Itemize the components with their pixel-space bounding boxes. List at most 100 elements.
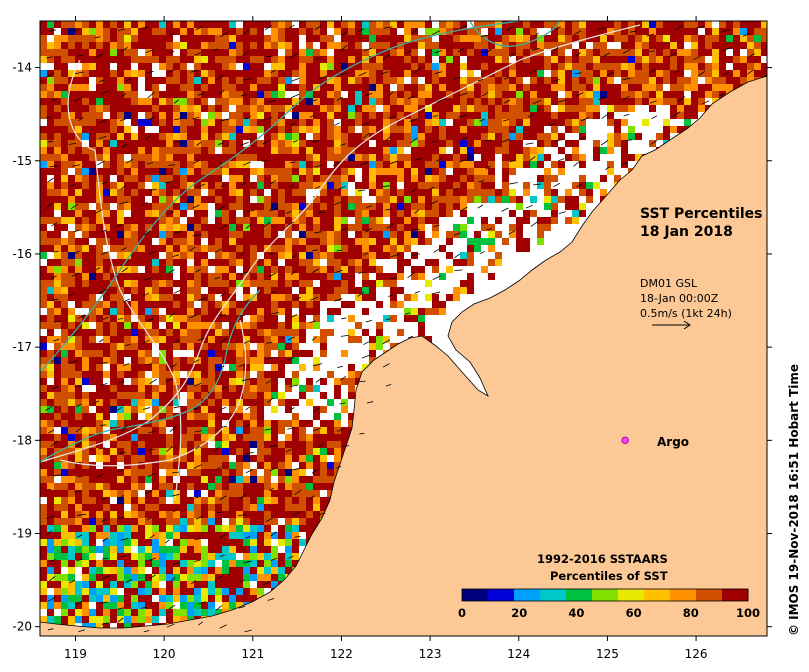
sst-cell — [89, 308, 96, 315]
sst-cell — [68, 259, 75, 266]
sst-cell — [173, 217, 180, 224]
sst-cell — [348, 35, 355, 42]
sst-cell — [61, 497, 68, 504]
sst-cell — [327, 168, 334, 175]
sst-cell — [222, 546, 229, 553]
sst-cell — [159, 133, 166, 140]
sst-cell — [117, 273, 124, 280]
sst-cell — [740, 28, 747, 35]
sst-cell — [467, 182, 474, 189]
sst-cell — [194, 322, 201, 329]
sst-cell — [271, 224, 278, 231]
sst-cell — [334, 294, 341, 301]
sst-cell — [75, 329, 82, 336]
sst-cell — [264, 546, 271, 553]
sst-cell — [607, 133, 614, 140]
sst-cell — [187, 280, 194, 287]
sst-cell — [663, 91, 670, 98]
sst-cell — [439, 42, 446, 49]
sst-cell — [551, 35, 558, 42]
sst-cell — [264, 392, 271, 399]
sst-cell — [243, 518, 250, 525]
sst-cell — [292, 63, 299, 70]
sst-cell — [369, 98, 376, 105]
sst-cell — [257, 420, 264, 427]
sst-cell — [537, 217, 544, 224]
sst-cell — [82, 371, 89, 378]
sst-cell — [271, 231, 278, 238]
sst-cell — [642, 21, 649, 28]
sst-cell — [257, 273, 264, 280]
wind-vector — [480, 34, 489, 38]
sst-cell — [159, 315, 166, 322]
sst-cell — [383, 203, 390, 210]
sst-cell — [320, 77, 327, 84]
sst-cell — [208, 231, 215, 238]
sst-cell — [187, 77, 194, 84]
sst-cell — [320, 406, 327, 413]
sst-cell — [222, 490, 229, 497]
sst-cell — [362, 259, 369, 266]
sst-cell — [467, 259, 474, 266]
sst-cell — [187, 343, 194, 350]
sst-cell — [425, 147, 432, 154]
sst-cell — [222, 182, 229, 189]
sst-cell — [474, 140, 481, 147]
sst-cell — [446, 105, 453, 112]
sst-cell — [222, 168, 229, 175]
sst-cell — [131, 350, 138, 357]
sst-cell — [684, 28, 691, 35]
sst-cell — [292, 224, 299, 231]
sst-cell — [117, 217, 124, 224]
sst-cell — [635, 63, 642, 70]
sst-cell — [110, 196, 117, 203]
sst-cell — [82, 399, 89, 406]
sst-cell — [495, 56, 502, 63]
sst-cell — [82, 175, 89, 182]
sst-cell — [271, 161, 278, 168]
sst-cell — [180, 203, 187, 210]
sst-cell — [313, 336, 320, 343]
sst-cell — [222, 371, 229, 378]
sst-cell — [397, 210, 404, 217]
sst-cell — [166, 602, 173, 609]
sst-cell — [180, 504, 187, 511]
sst-cell — [103, 357, 110, 364]
sst-cell — [215, 322, 222, 329]
sst-cell — [215, 49, 222, 56]
sst-cell — [103, 294, 110, 301]
sst-cell — [635, 21, 642, 28]
sst-cell — [264, 77, 271, 84]
sst-cell — [201, 588, 208, 595]
sst-cell — [684, 119, 691, 126]
sst-cell — [250, 217, 257, 224]
sst-cell — [292, 42, 299, 49]
sst-cell — [306, 161, 313, 168]
sst-cell — [474, 147, 481, 154]
sst-cell — [131, 371, 138, 378]
sst-cell — [411, 238, 418, 245]
sst-cell — [243, 546, 250, 553]
sst-cell — [229, 77, 236, 84]
sst-cell — [222, 42, 229, 49]
sst-cell — [40, 441, 47, 448]
sst-cell — [306, 154, 313, 161]
sst-cell — [61, 609, 68, 616]
sst-cell — [369, 294, 376, 301]
sst-cell — [488, 196, 495, 203]
sst-cell — [565, 35, 572, 42]
sst-cell — [376, 182, 383, 189]
sst-cell — [369, 217, 376, 224]
sst-cell — [299, 308, 306, 315]
sst-cell — [292, 448, 299, 455]
sst-cell — [201, 511, 208, 518]
sst-cell — [61, 259, 68, 266]
sst-cell — [173, 70, 180, 77]
sst-cell — [369, 266, 376, 273]
sst-cell — [278, 322, 285, 329]
sst-cell — [166, 161, 173, 168]
sst-cell — [201, 532, 208, 539]
sst-cell — [341, 175, 348, 182]
sst-cell — [243, 273, 250, 280]
sst-cell — [180, 196, 187, 203]
